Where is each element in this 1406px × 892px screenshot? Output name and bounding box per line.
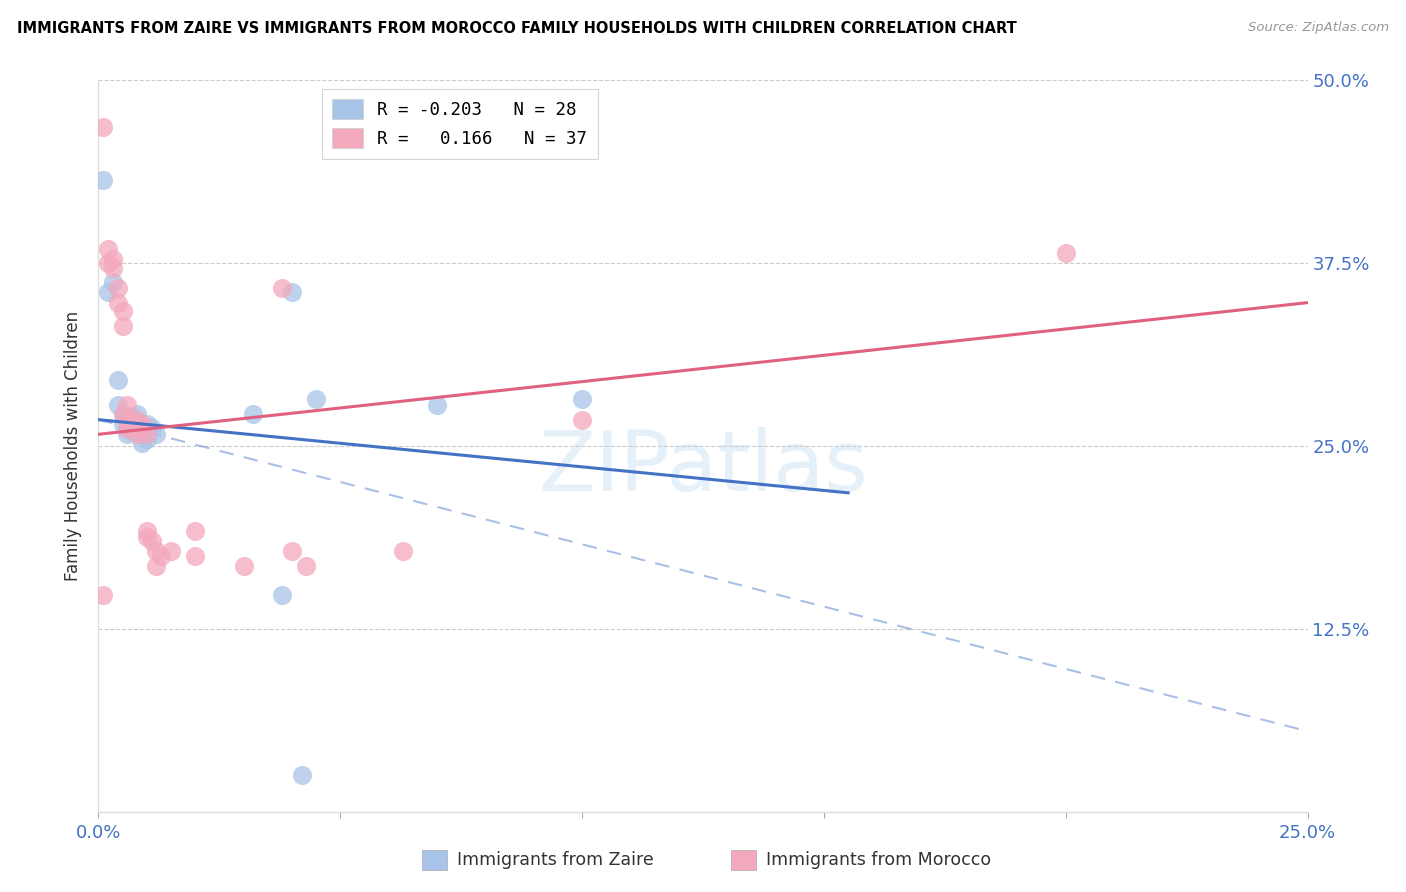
Text: Immigrants from Morocco: Immigrants from Morocco xyxy=(766,851,991,869)
Point xyxy=(145,544,167,558)
Point xyxy=(184,524,207,538)
Point xyxy=(91,588,114,602)
Point xyxy=(107,398,129,412)
Point xyxy=(117,412,139,426)
Point xyxy=(135,524,157,538)
Point xyxy=(121,409,143,424)
Point xyxy=(117,398,139,412)
Point xyxy=(97,256,120,270)
Point xyxy=(121,425,143,439)
Point xyxy=(127,412,149,426)
Point xyxy=(131,421,153,435)
Point xyxy=(101,252,124,266)
Point xyxy=(101,275,124,289)
Text: IMMIGRANTS FROM ZAIRE VS IMMIGRANTS FROM MOROCCO FAMILY HOUSEHOLDS WITH CHILDREN: IMMIGRANTS FROM ZAIRE VS IMMIGRANTS FROM… xyxy=(17,21,1017,37)
Point xyxy=(101,260,124,275)
Point xyxy=(305,392,328,407)
Point xyxy=(117,421,139,435)
Point xyxy=(111,417,134,431)
Point xyxy=(295,558,318,573)
Point xyxy=(127,421,149,435)
Point xyxy=(117,421,139,435)
Point xyxy=(127,427,149,442)
Point xyxy=(121,417,143,431)
Point xyxy=(111,407,134,421)
Point xyxy=(127,407,149,421)
Point xyxy=(131,417,153,431)
Point xyxy=(184,549,207,563)
Point xyxy=(135,530,157,544)
Point xyxy=(1054,246,1077,260)
Point xyxy=(145,558,167,573)
Point xyxy=(107,295,129,310)
Point xyxy=(571,412,593,426)
Point xyxy=(91,173,114,187)
Point xyxy=(107,281,129,295)
Point xyxy=(121,412,143,426)
Point xyxy=(571,392,593,407)
Point xyxy=(242,407,264,421)
Point xyxy=(135,432,157,446)
Point xyxy=(117,427,139,442)
Point xyxy=(271,281,294,295)
Y-axis label: Family Households with Children: Family Households with Children xyxy=(65,311,83,581)
Point xyxy=(121,421,143,435)
Point xyxy=(426,398,449,412)
Text: ZIPatlas: ZIPatlas xyxy=(538,427,868,508)
Point xyxy=(271,588,294,602)
Legend: R = -0.203   N = 28, R =   0.166   N = 37: R = -0.203 N = 28, R = 0.166 N = 37 xyxy=(322,89,598,159)
Point xyxy=(232,558,254,573)
Point xyxy=(135,427,157,442)
Point xyxy=(131,436,153,450)
Point xyxy=(281,544,304,558)
Point xyxy=(135,417,157,431)
Point xyxy=(145,427,167,442)
Point xyxy=(91,120,114,134)
Text: Immigrants from Zaire: Immigrants from Zaire xyxy=(457,851,654,869)
Point xyxy=(111,407,134,421)
Point xyxy=(150,549,173,563)
Point xyxy=(141,421,163,435)
Point xyxy=(111,319,134,334)
Point xyxy=(160,544,183,558)
Point xyxy=(117,412,139,426)
Point xyxy=(290,768,312,782)
Point xyxy=(392,544,415,558)
Point xyxy=(97,285,120,300)
Point xyxy=(281,285,304,300)
Text: Source: ZipAtlas.com: Source: ZipAtlas.com xyxy=(1249,21,1389,35)
Point xyxy=(131,427,153,442)
Point xyxy=(141,534,163,549)
Point xyxy=(111,304,134,318)
Point xyxy=(97,242,120,256)
Point xyxy=(107,373,129,387)
